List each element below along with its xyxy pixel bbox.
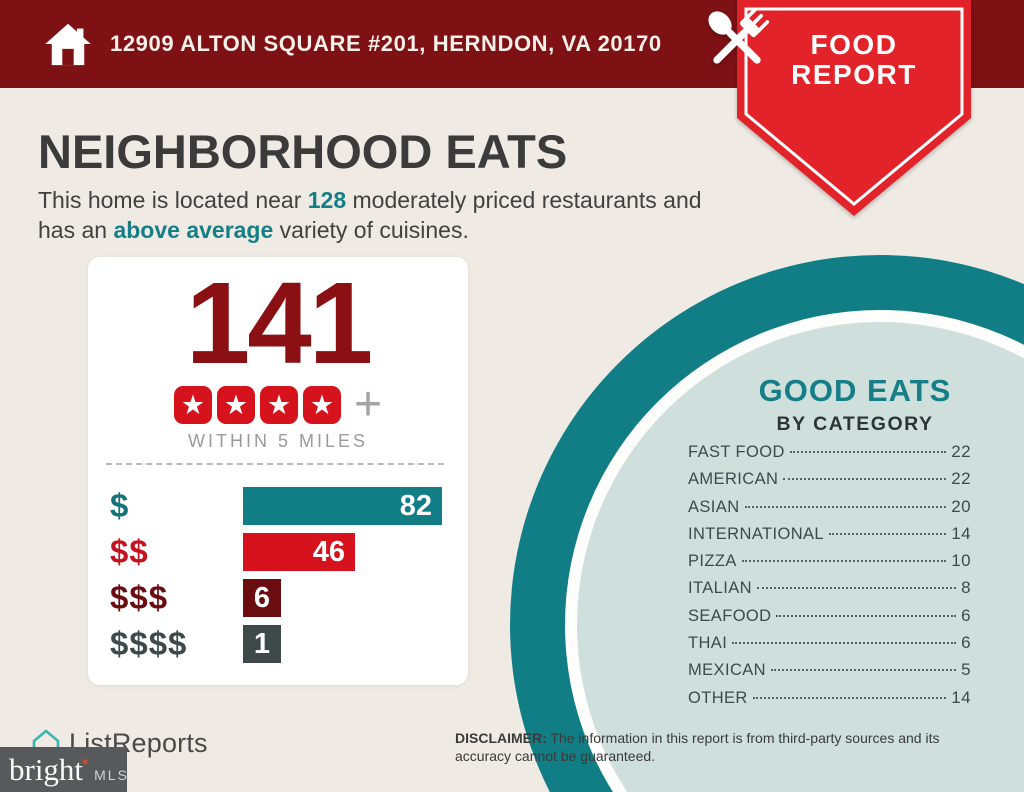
category-label: MEXICAN — [688, 661, 766, 680]
good-eats-subtitle: BY CATEGORY — [776, 413, 934, 435]
category-row: SEAFOOD 6 — [688, 606, 971, 633]
ribbon-title-line2: REPORT — [791, 59, 917, 90]
dotted-leader — [829, 532, 947, 535]
star-icons-group: ★ ★ ★ ★ — [173, 386, 341, 424]
category-label: OTHER — [688, 688, 748, 707]
food-report-ribbon: FOOD REPORT — [708, 0, 971, 218]
dotted-leader — [783, 478, 947, 481]
category-row: OTHER 14 — [688, 688, 971, 715]
disclaimer: DISCLAIMER: The information in this repo… — [455, 729, 975, 765]
price-tier-bar: 46 — [243, 533, 355, 571]
rating-star-icon: ★ — [216, 386, 255, 424]
price-tier-label: $$$$ — [110, 625, 188, 662]
ribbon-title: FOOD REPORT — [737, 30, 971, 90]
ribbon-shape — [737, 0, 971, 216]
property-address: 12909 ALTON SQUARE #201, HERNDON, VA 201… — [110, 31, 662, 56]
page-title: NEIGHBORHOOD EATS — [38, 125, 568, 178]
price-tier-label: $$ — [110, 533, 149, 570]
bright-wordmark: bright — [9, 752, 84, 787]
category-row: ITALIAN 8 — [688, 578, 971, 605]
restaurant-stats-card: 141 ★ ★ ★ ★ + WITHIN 5 MILES $82 $$ 46 $$$ 6 $$$… — [88, 257, 468, 685]
category-value: 14 — [951, 687, 971, 707]
category-value: 6 — [961, 605, 971, 625]
category-value: 14 — [951, 523, 971, 543]
price-tier-value: 46 — [312, 535, 345, 568]
rating-star-icon: ★ — [173, 386, 212, 424]
price-tier-row: $82 — [110, 487, 444, 525]
restaurant-count-highlight: 128 — [307, 187, 347, 213]
mls-label: MLS — [94, 766, 129, 783]
spoon-fork-icon — [708, 7, 770, 64]
category-row: INTERNATIONAL 14 — [688, 524, 971, 551]
intro-segment: This home is located near — [38, 187, 308, 213]
intro-segment: variety of cuisines. — [273, 217, 469, 244]
category-label: FAST FOOD — [688, 443, 785, 461]
category-value: 22 — [951, 442, 971, 461]
bright-mls-watermark: bright ✶ MLS — [0, 747, 127, 792]
price-tier-row: $$$$ 1 — [110, 625, 444, 663]
category-value: 22 — [951, 469, 971, 489]
good-eats-heading: GOOD EATS BY CATEGORY — [705, 373, 1005, 436]
category-row: THAI 6 — [688, 633, 971, 660]
category-row: AMERICAN 22 — [688, 469, 971, 496]
good-eats-title: GOOD EATS — [758, 373, 952, 408]
category-list: FAST FOOD 22 AMERICAN 22 ASIAN 20 INTERNATIONA… — [688, 442, 971, 715]
category-label: SEAFOOD — [688, 606, 772, 625]
price-tier-label: $$$ — [110, 579, 169, 616]
dotted-leader — [752, 696, 947, 699]
category-row: PIZZA 10 — [688, 551, 971, 578]
dotted-leader — [770, 669, 957, 672]
rating-stars: ★ ★ ★ ★ + — [88, 378, 468, 431]
variety-highlight: above average — [113, 217, 274, 244]
price-tier-value: 1 — [253, 627, 271, 660]
price-tier-bar: 6 — [243, 579, 281, 617]
intro-segment: moderately priced restaurants and has an — [38, 187, 702, 244]
bright-spark-icon: ✶ — [80, 755, 91, 769]
plus-sign: + — [353, 378, 383, 431]
category-label: PIZZA — [688, 552, 737, 571]
price-tier-row: $$$ 6 — [110, 579, 444, 617]
radius-label: WITHIN 5 MILES — [187, 431, 368, 451]
category-label: ASIAN — [688, 497, 740, 516]
category-label: INTERNATIONAL — [688, 524, 824, 543]
category-value: 8 — [961, 578, 971, 598]
intro-text: This home is located near 128 moderately… — [38, 185, 732, 246]
home-icon — [45, 23, 91, 66]
category-label: AMERICAN — [688, 470, 779, 489]
rating-star-icon: ★ — [302, 386, 341, 424]
price-tier-row: $$ 46 — [110, 533, 444, 571]
dotted-leader — [744, 505, 947, 508]
price-tier-bar: 82 — [243, 487, 442, 525]
dotted-leader — [741, 560, 947, 563]
dotted-leader — [776, 614, 957, 617]
category-value: 6 — [961, 633, 971, 653]
disclaimer-text: The information in this report is from t… — [455, 730, 940, 765]
disclaimer-label: DISCLAIMER: — [455, 730, 547, 746]
category-row: FAST FOOD 22 — [688, 442, 971, 469]
category-label: ITALIAN — [688, 579, 752, 598]
dotted-leader — [756, 587, 957, 590]
category-label: THAI — [688, 634, 728, 653]
dotted-leader — [789, 451, 947, 453]
price-tier-value: 82 — [399, 489, 432, 522]
price-tier-bar: 1 — [243, 625, 281, 663]
category-row: ASIAN 20 — [688, 497, 971, 524]
price-tier-chart: $82 $$ 46 $$$ 6 $$$$ 1 — [110, 487, 444, 663]
rating-star-icon: ★ — [259, 386, 298, 424]
category-value: 10 — [951, 551, 971, 571]
dashed-divider — [106, 463, 444, 465]
category-value: 5 — [961, 660, 971, 680]
dotted-leader — [732, 642, 957, 645]
price-tier-label: $ — [110, 487, 130, 524]
price-tier-value: 6 — [253, 581, 271, 614]
ribbon-title-line1: FOOD — [810, 29, 898, 60]
category-row: MEXICAN 5 — [688, 660, 971, 687]
total-restaurant-count: 141 — [185, 258, 374, 388]
category-value: 20 — [951, 496, 971, 516]
